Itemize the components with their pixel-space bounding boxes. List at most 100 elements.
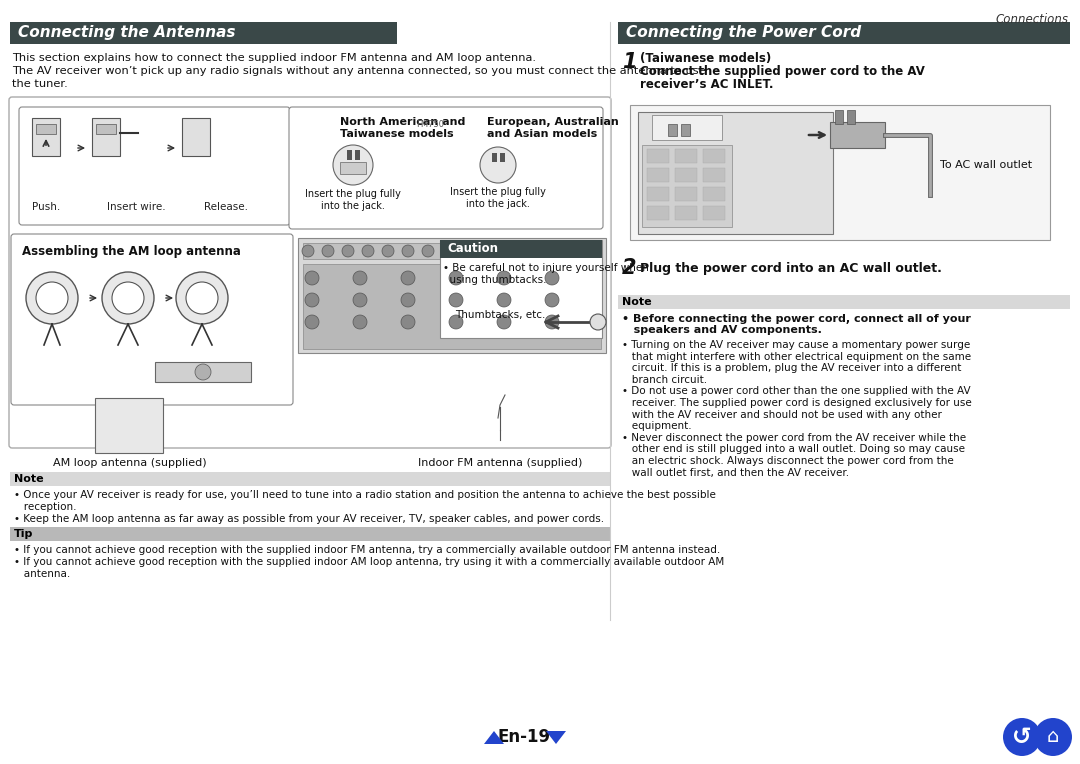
Text: Release.: Release. bbox=[204, 202, 248, 212]
Circle shape bbox=[480, 147, 516, 183]
Circle shape bbox=[497, 315, 511, 329]
Text: • Once your AV receiver is ready for use, you’ll need to tune into a radio stati: • Once your AV receiver is ready for use… bbox=[14, 490, 716, 500]
Bar bbox=[652, 115, 723, 140]
Bar bbox=[183, 118, 210, 156]
Circle shape bbox=[26, 272, 78, 324]
Circle shape bbox=[353, 293, 367, 307]
Text: • If you cannot achieve good reception with the supplied indoor FM antenna, try : • If you cannot achieve good reception w… bbox=[14, 545, 720, 555]
Bar bbox=[440, 240, 602, 338]
FancyBboxPatch shape bbox=[19, 107, 291, 225]
Circle shape bbox=[302, 245, 314, 257]
Bar bbox=[492, 153, 497, 162]
Circle shape bbox=[401, 315, 415, 329]
Text: Connections: Connections bbox=[995, 13, 1068, 26]
Bar bbox=[10, 22, 397, 44]
Bar bbox=[10, 527, 610, 541]
Bar bbox=[10, 472, 610, 486]
Bar bbox=[340, 162, 366, 174]
Text: The AV receiver won’t pick up any radio signals without any antenna connected, s: The AV receiver won’t pick up any radio … bbox=[12, 66, 705, 76]
Bar bbox=[303, 264, 600, 349]
Circle shape bbox=[333, 145, 373, 185]
Circle shape bbox=[322, 245, 334, 257]
Circle shape bbox=[1003, 718, 1041, 756]
Text: North American and
Taiwanese models: North American and Taiwanese models bbox=[340, 117, 465, 138]
Text: reception.: reception. bbox=[14, 502, 77, 512]
Circle shape bbox=[449, 315, 463, 329]
Text: (Taiwanese models): (Taiwanese models) bbox=[640, 52, 771, 65]
Polygon shape bbox=[484, 731, 504, 744]
Bar bbox=[647, 168, 669, 182]
Text: 1: 1 bbox=[622, 52, 636, 72]
Circle shape bbox=[112, 282, 144, 314]
Bar bbox=[32, 118, 60, 156]
Circle shape bbox=[545, 271, 559, 285]
Text: Insert the plug fully
into the jack.: Insert the plug fully into the jack. bbox=[305, 189, 401, 211]
Circle shape bbox=[195, 364, 211, 380]
Circle shape bbox=[401, 293, 415, 307]
Circle shape bbox=[186, 282, 218, 314]
Text: ↺: ↺ bbox=[1012, 725, 1031, 749]
Text: This section explains how to connect the supplied indoor FM antenna and AM loop : This section explains how to connect the… bbox=[12, 53, 536, 63]
Text: ⌂: ⌂ bbox=[1047, 727, 1059, 746]
Bar bbox=[298, 238, 606, 353]
Bar bbox=[500, 153, 505, 162]
Polygon shape bbox=[546, 731, 566, 744]
Text: • If you cannot achieve good reception with the supplied indoor AM loop antenna,: • If you cannot achieve good reception w… bbox=[14, 557, 725, 567]
Text: Assembling the AM loop antenna: Assembling the AM loop antenna bbox=[22, 245, 241, 258]
Bar bbox=[675, 187, 697, 201]
Bar bbox=[638, 112, 833, 234]
Circle shape bbox=[402, 245, 414, 257]
Bar bbox=[36, 124, 56, 134]
Circle shape bbox=[1034, 718, 1072, 756]
Circle shape bbox=[590, 314, 606, 330]
Bar bbox=[156, 362, 251, 382]
Bar bbox=[681, 124, 690, 136]
Bar bbox=[703, 187, 725, 201]
Circle shape bbox=[497, 271, 511, 285]
Text: AM loop antenna (supplied): AM loop antenna (supplied) bbox=[53, 458, 206, 468]
Circle shape bbox=[449, 293, 463, 307]
Bar bbox=[92, 118, 120, 156]
Bar bbox=[703, 168, 725, 182]
Circle shape bbox=[102, 272, 154, 324]
Text: Insert the plug fully
into the jack.: Insert the plug fully into the jack. bbox=[450, 187, 545, 209]
Circle shape bbox=[305, 271, 319, 285]
Text: 2: 2 bbox=[622, 258, 636, 278]
Text: Connect the supplied power cord to the AV: Connect the supplied power cord to the A… bbox=[640, 65, 924, 78]
Text: Thumbtacks, etc.: Thumbtacks, etc. bbox=[455, 310, 545, 320]
Circle shape bbox=[353, 271, 367, 285]
Text: Connecting the Antennas: Connecting the Antennas bbox=[18, 25, 235, 40]
Bar bbox=[669, 124, 677, 136]
Bar bbox=[630, 105, 1050, 240]
Text: Note: Note bbox=[14, 474, 43, 484]
Bar bbox=[618, 295, 1070, 309]
Circle shape bbox=[305, 315, 319, 329]
Circle shape bbox=[422, 245, 434, 257]
Text: AC INLET: AC INLET bbox=[670, 117, 704, 126]
Bar bbox=[303, 243, 463, 259]
Text: Insert wire.: Insert wire. bbox=[107, 202, 165, 212]
Bar bbox=[95, 398, 163, 453]
Text: En-19: En-19 bbox=[498, 728, 551, 746]
Text: Caution: Caution bbox=[447, 242, 498, 255]
Text: • Be careful not to injure yourself when
  using thumbtacks.: • Be careful not to injure yourself when… bbox=[443, 263, 649, 285]
FancyBboxPatch shape bbox=[289, 107, 603, 229]
Circle shape bbox=[353, 315, 367, 329]
Circle shape bbox=[305, 293, 319, 307]
Circle shape bbox=[382, 245, 394, 257]
Bar bbox=[703, 149, 725, 163]
Text: Tip: Tip bbox=[14, 529, 33, 539]
Circle shape bbox=[36, 282, 68, 314]
Bar bbox=[647, 187, 669, 201]
Text: Indoor FM antenna (supplied): Indoor FM antenna (supplied) bbox=[418, 458, 582, 468]
Text: Plug the power cord into an AC wall outlet.: Plug the power cord into an AC wall outl… bbox=[640, 262, 942, 275]
Circle shape bbox=[401, 271, 415, 285]
Bar bbox=[703, 206, 725, 220]
Circle shape bbox=[176, 272, 228, 324]
Text: speakers and AV components.: speakers and AV components. bbox=[622, 325, 822, 335]
Circle shape bbox=[497, 293, 511, 307]
Circle shape bbox=[442, 245, 454, 257]
Text: • Turning on the AV receiver may cause a momentary power surge
   that might int: • Turning on the AV receiver may cause a… bbox=[622, 340, 972, 478]
Text: • Keep the AM loop antenna as far away as possible from your AV receiver, TV, sp: • Keep the AM loop antenna as far away a… bbox=[14, 514, 604, 524]
Bar bbox=[831, 122, 885, 148]
